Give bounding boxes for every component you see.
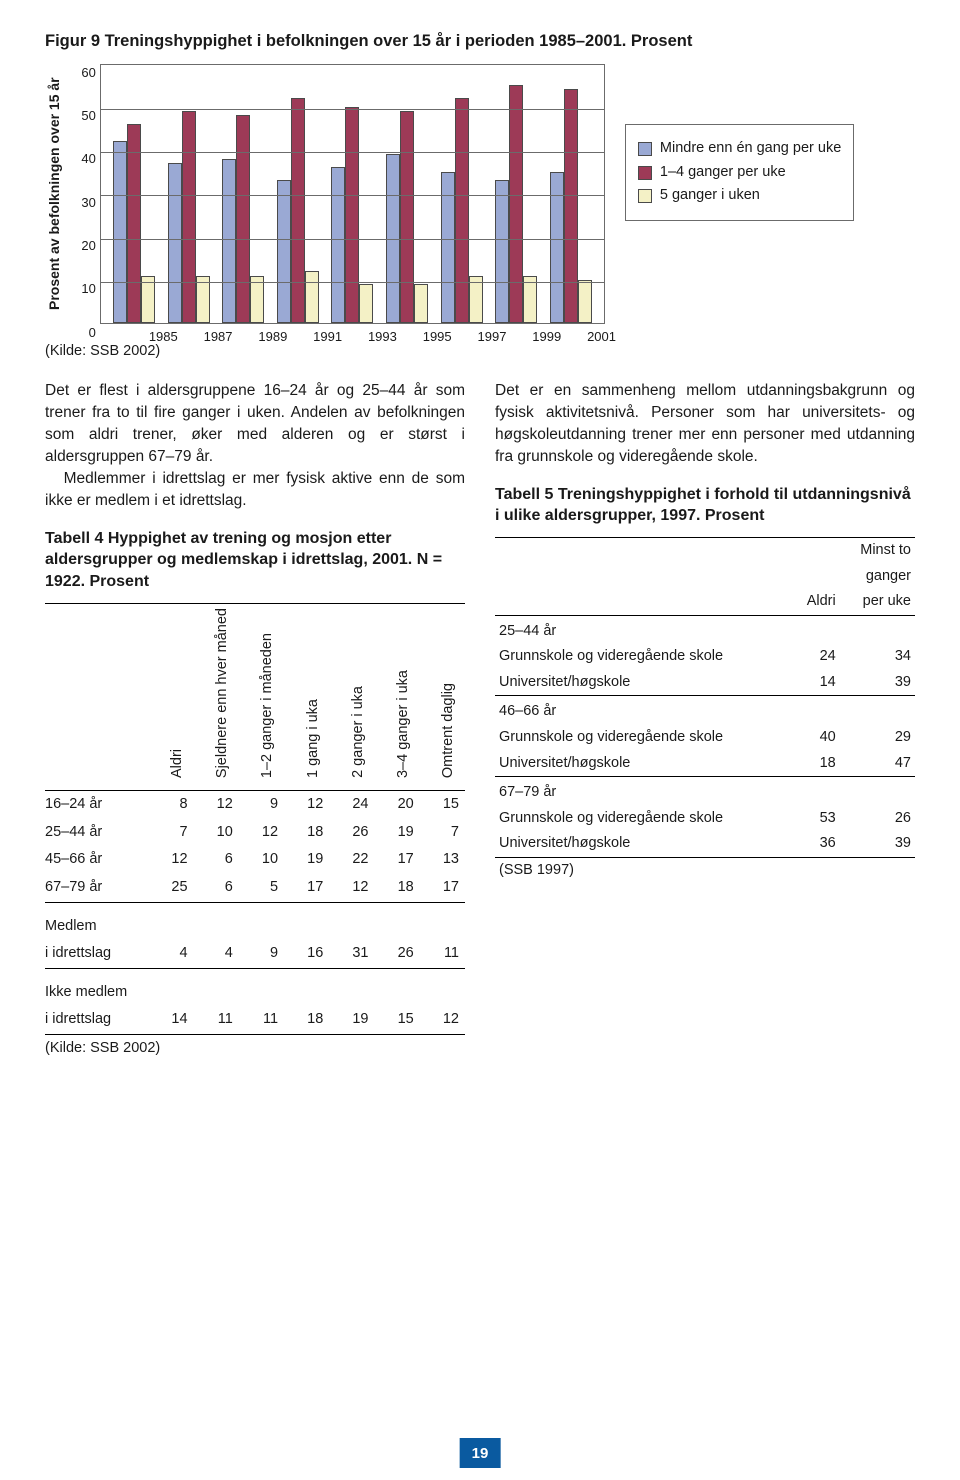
bar — [127, 124, 141, 323]
bar — [182, 111, 196, 323]
x-labels: 198519871989199119931995199719992001 — [130, 324, 635, 346]
bar — [359, 284, 373, 323]
bar — [495, 180, 509, 323]
legend-label: 1–4 ganger per uke — [660, 163, 786, 183]
bar — [331, 167, 345, 323]
table-4: AldriSjeldnere enn hver måned1–2 ganger … — [45, 603, 465, 1063]
legend-swatch — [638, 166, 652, 180]
bar — [222, 159, 236, 324]
y-axis-label: Prosent av befolkningen over 15 år — [45, 64, 64, 324]
bar — [509, 85, 523, 323]
page-number: 19 — [460, 1438, 501, 1468]
bar — [291, 98, 305, 323]
bar — [400, 111, 414, 323]
chart-legend: Mindre enn én gang per uke 1–4 ganger per… — [625, 124, 854, 221]
legend-label: 5 ganger i uken — [660, 186, 760, 206]
legend-label: Mindre enn én gang per uke — [660, 139, 841, 159]
y-ticks: 0102030405060 — [70, 64, 100, 324]
right-para-1: Det er en sammenheng mellom utdanningsba… — [495, 380, 915, 468]
table-5: Minst togangerAldriper uke25–44 årGrunns… — [495, 537, 915, 883]
figure-title: Figur 9 Treningshyppighet i befolkningen… — [45, 30, 915, 52]
bar — [168, 163, 182, 323]
bar — [277, 180, 291, 323]
bar — [305, 271, 319, 323]
chart-plot — [100, 64, 605, 324]
table4-title: Tabell 4 Hyppighet av trening og mosjon … — [45, 528, 465, 593]
bar — [564, 89, 578, 323]
left-para-2: Medlemmer i idrettslag er mer fysisk akt… — [45, 468, 465, 512]
legend-swatch — [638, 142, 652, 156]
bar — [414, 284, 428, 323]
table5-title: Tabell 5 Treningshyppighet i forhold til… — [495, 484, 915, 527]
bar — [578, 280, 592, 323]
chart-region: Prosent av befolkningen over 15 år 01020… — [45, 64, 915, 324]
bar — [236, 115, 250, 323]
left-para-1: Det er flest i aldersgruppene 16–24 år o… — [45, 380, 465, 468]
bar — [113, 141, 127, 323]
bar — [345, 107, 359, 324]
legend-swatch — [638, 189, 652, 203]
bar — [455, 98, 469, 323]
